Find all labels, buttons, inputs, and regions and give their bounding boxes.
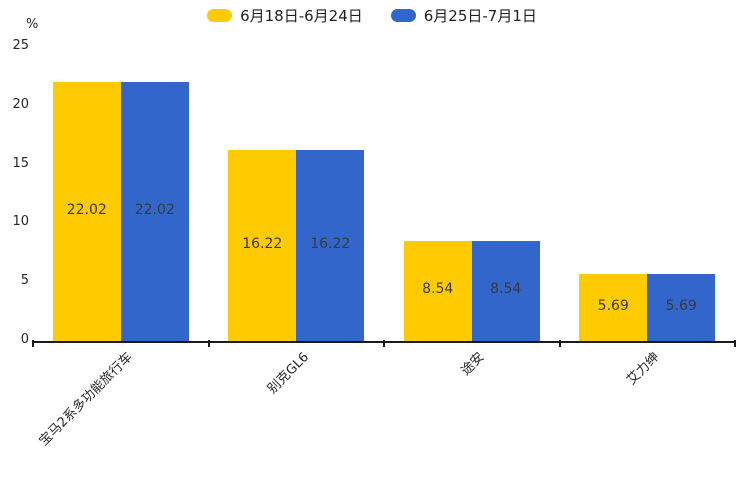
x-axis-tick [558, 340, 561, 347]
bar-value-label: 22.02 [134, 201, 175, 218]
bar [403, 240, 472, 341]
category-label: 宝马2系多功能旅行车 [36, 349, 137, 450]
legend-item[interactable]: 6月18日-6月24日 [207, 5, 363, 26]
bar-value-label: 22.02 [66, 201, 107, 218]
bar-value-label: 16.22 [242, 235, 283, 252]
y-tick-label: 5 [20, 273, 29, 289]
x-axis-tick [734, 340, 736, 347]
bar-value-label: 8.54 [490, 280, 522, 297]
bar [647, 274, 716, 341]
bar [228, 150, 297, 341]
bar-value-label: 5.69 [597, 297, 629, 314]
bar-value-label: 5.69 [665, 297, 697, 314]
y-axis-unit-label: % [26, 17, 39, 32]
legend-item[interactable]: 6月25日-7月1日 [390, 5, 537, 26]
y-tick-label: 0 [20, 332, 29, 347]
y-tick-label: 25 [12, 38, 29, 53]
legend-swatch [207, 9, 233, 22]
bar [52, 82, 121, 341]
bar [120, 82, 189, 341]
x-axis-tick [207, 340, 210, 347]
chart-legend: 6月18日-6月24日 6月25日-7月1日 [0, 5, 744, 26]
bar [296, 150, 365, 341]
x-axis-tick [32, 340, 34, 347]
bar-value-label: 8.54 [422, 280, 454, 297]
y-tick-label: 10 [12, 214, 29, 230]
category-label: 艾力绅 [624, 349, 663, 389]
category-label: 别克GL6 [264, 349, 312, 397]
bar [471, 240, 540, 341]
bar-value-label: 16.22 [310, 235, 351, 252]
y-tick-label: 15 [12, 155, 29, 171]
legend-swatch [390, 9, 416, 22]
category-label: 途安 [458, 349, 488, 379]
legend-label: 6月25日-7月1日 [423, 7, 537, 25]
x-axis-tick [383, 340, 385, 347]
bar [579, 274, 648, 341]
y-tick-label: 20 [12, 96, 29, 112]
legend-label: 6月18日-6月24日 [240, 7, 363, 25]
